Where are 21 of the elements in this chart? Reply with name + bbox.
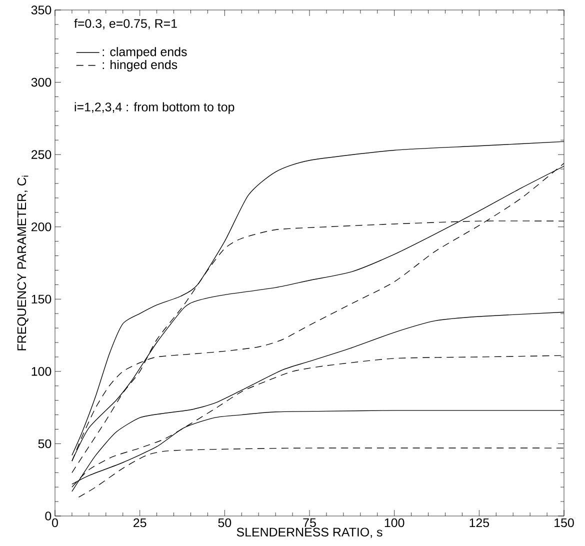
x-tick-label: 50 — [218, 518, 232, 528]
legend-label: : clamped ends — [102, 47, 187, 59]
annotation: i=1,2,3,4 : from bottom to top — [74, 102, 234, 114]
x-tick-label: 100 — [384, 518, 404, 528]
x-tick-label: 75 — [303, 518, 316, 528]
y-tick-label: 200 — [31, 222, 52, 232]
x-tick-label: 150 — [554, 518, 574, 528]
annotation: f=0.3, e=0.75, R=1 — [74, 18, 177, 30]
y-tick-label: 250 — [31, 150, 52, 159]
y-tick-label: 100 — [32, 367, 52, 376]
x-tick-label: 125 — [470, 518, 490, 528]
y-tick-label: 50 — [38, 439, 52, 448]
x-tick-label: 25 — [134, 518, 146, 528]
x-tick-label: 0 — [52, 518, 58, 528]
legend-label: : hinged ends — [102, 60, 178, 72]
y-tick-label: 350 — [31, 6, 52, 14]
x-axis-title: SLENDERNESS RATIO, s — [236, 528, 382, 538]
y-axis-title: FREQUENCY PARAMETER, C$_{i}$ — [17, 176, 28, 350]
y-tick-label: 300 — [31, 78, 52, 87]
y-tick-label: 150 — [32, 294, 52, 304]
y-tick-label: 0 — [45, 512, 52, 520]
